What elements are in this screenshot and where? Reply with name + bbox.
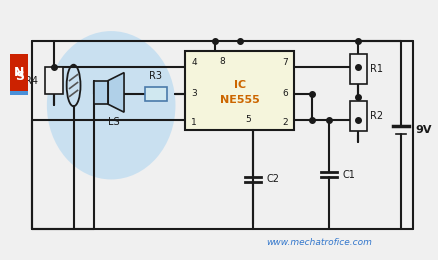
Text: N: N xyxy=(14,66,24,79)
Text: 6: 6 xyxy=(282,89,288,98)
Bar xyxy=(349,54,367,83)
Text: C2: C2 xyxy=(266,174,279,184)
Text: R4: R4 xyxy=(25,76,38,86)
Text: S: S xyxy=(14,70,24,83)
Text: 2: 2 xyxy=(282,118,288,127)
Text: LS: LS xyxy=(108,117,120,127)
Text: 9V: 9V xyxy=(414,125,431,135)
Text: www.mechatrofice.com: www.mechatrofice.com xyxy=(265,238,371,247)
Text: 7: 7 xyxy=(282,58,288,67)
FancyBboxPatch shape xyxy=(185,51,293,130)
Text: R1: R1 xyxy=(370,64,382,74)
Text: 4: 4 xyxy=(191,58,197,67)
Bar xyxy=(10,54,28,92)
Bar xyxy=(349,101,367,131)
Bar xyxy=(10,58,28,95)
Bar xyxy=(45,67,63,94)
Text: 3: 3 xyxy=(191,89,197,98)
Text: 5: 5 xyxy=(244,115,250,124)
Text: R3: R3 xyxy=(149,70,162,81)
Bar xyxy=(94,81,108,104)
Text: NE555: NE555 xyxy=(219,95,259,105)
Text: IC: IC xyxy=(233,81,245,90)
Text: 8: 8 xyxy=(219,57,224,66)
Text: 1: 1 xyxy=(191,118,197,127)
Text: C1: C1 xyxy=(342,170,355,179)
Text: R2: R2 xyxy=(370,111,383,121)
Polygon shape xyxy=(108,73,124,112)
Bar xyxy=(145,87,166,101)
Ellipse shape xyxy=(47,31,175,179)
